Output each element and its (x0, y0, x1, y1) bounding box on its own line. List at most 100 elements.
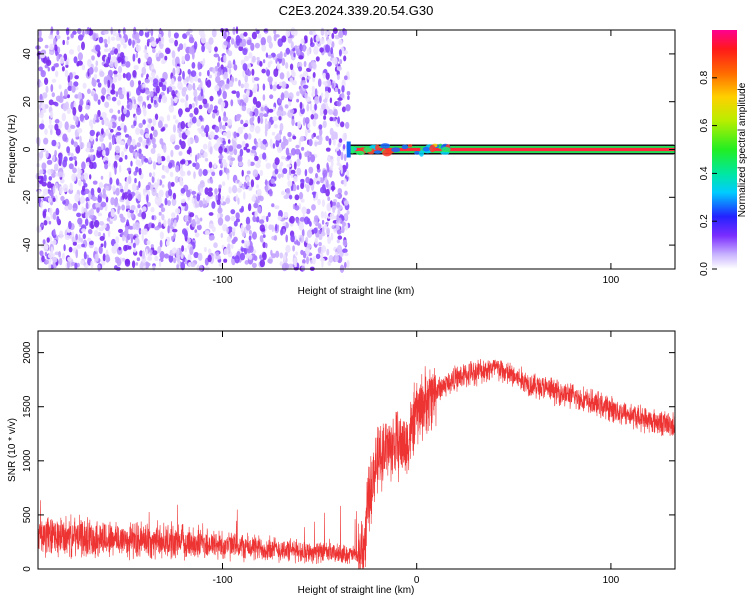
noise-cell (342, 239, 348, 247)
noise-cell (122, 192, 125, 200)
noise-cell (316, 163, 320, 170)
noise-cell (267, 54, 273, 59)
x-tick-label: 100 (603, 275, 620, 286)
noise-cell (146, 137, 150, 144)
noise-cell (217, 192, 221, 202)
x-tick-label: 0 (414, 575, 420, 586)
noise-cell (89, 174, 92, 180)
noise-cell (62, 184, 69, 193)
noise-cell (275, 133, 282, 141)
noise-cell (250, 149, 257, 154)
y-tick-label: -20 (22, 190, 33, 205)
noise-cell (332, 201, 337, 206)
noise-cell (73, 81, 79, 87)
noise-cell (152, 171, 156, 178)
noise-cell (248, 235, 252, 241)
noise-cell (283, 211, 289, 219)
noise-cell (277, 173, 282, 179)
noise-cell (241, 239, 245, 244)
noise-cell (243, 31, 248, 37)
noise-cell (237, 126, 243, 135)
noise-cell (272, 143, 276, 149)
noise-cell (217, 56, 221, 62)
noise-cell (311, 59, 316, 69)
noise-cell (344, 261, 347, 269)
noise-cell (137, 95, 143, 102)
noise-cell (198, 168, 203, 177)
noise-cell (208, 74, 213, 79)
noise-cell (114, 256, 120, 261)
noise-cell (336, 162, 341, 166)
noise-cell (110, 89, 116, 95)
noise-cell (218, 155, 224, 159)
noise-cell (61, 66, 65, 72)
noise-cell (295, 251, 298, 256)
noise-cell (170, 98, 174, 107)
noise-cell (186, 221, 190, 226)
noise-cell (180, 98, 185, 103)
noise-cell (273, 29, 277, 35)
noise-cell (174, 144, 180, 150)
noise-cell (343, 55, 347, 62)
signal-blob (414, 151, 420, 155)
noise-cell (221, 104, 224, 112)
noise-cell (133, 248, 137, 253)
noise-cell (111, 96, 117, 102)
noise-cell (306, 256, 309, 265)
noise-cell (105, 254, 110, 263)
noise-cell (135, 127, 140, 135)
noise-cell (189, 75, 194, 84)
signal-band-core (348, 147, 676, 152)
noise-cell (285, 234, 289, 243)
noise-cell (102, 193, 107, 199)
noise-cell (158, 189, 164, 198)
noise-cell (220, 233, 223, 238)
noise-cell (130, 211, 134, 219)
snr-x-axis-label: Height of straight line (km) (298, 585, 415, 596)
signal-blob (373, 150, 382, 154)
noise-cell (216, 71, 221, 77)
noise-cell (304, 169, 308, 177)
noise-cell (151, 188, 157, 197)
noise-cell (110, 50, 115, 55)
noise-cell (262, 241, 266, 249)
noise-cell (202, 58, 206, 65)
noise-cell (120, 113, 125, 122)
noise-cell (68, 246, 73, 253)
noise-cell (148, 118, 153, 124)
noise-cell (110, 36, 116, 41)
noise-cell (319, 95, 322, 104)
noise-cell (259, 259, 265, 268)
noise-cell (324, 91, 330, 99)
noise-cell (251, 262, 257, 268)
noise-cell (109, 108, 114, 114)
noise-cell (337, 235, 343, 240)
noise-cell (288, 194, 293, 200)
noise-cell (171, 212, 176, 218)
noise-cell (53, 228, 56, 236)
noise-cell (127, 38, 132, 46)
noise-cell (241, 38, 247, 47)
noise-cell (336, 66, 342, 71)
noise-cell (89, 129, 96, 137)
noise-cell (102, 149, 106, 157)
noise-cell (239, 252, 246, 261)
noise-cell (51, 66, 56, 72)
noise-cell (71, 138, 74, 145)
noise-cell (323, 115, 327, 120)
noise-cell (40, 201, 43, 209)
noise-cell (172, 57, 176, 67)
noise-cell (262, 83, 266, 91)
colorbar-tick-label: 0.4 (699, 166, 710, 180)
noise-cell (303, 44, 306, 53)
noise-cell (249, 124, 255, 133)
noise-cell (91, 91, 95, 97)
noise-cell (52, 239, 57, 245)
noise-cell (227, 118, 233, 126)
noise-cell (134, 222, 140, 231)
noise-cell (346, 210, 350, 215)
colorbar: 0.0 0.2 0.4 0.6 0.8 Normalized spectral ampl… (699, 30, 748, 276)
noise-cell (286, 155, 291, 160)
noise-cell (208, 212, 214, 216)
